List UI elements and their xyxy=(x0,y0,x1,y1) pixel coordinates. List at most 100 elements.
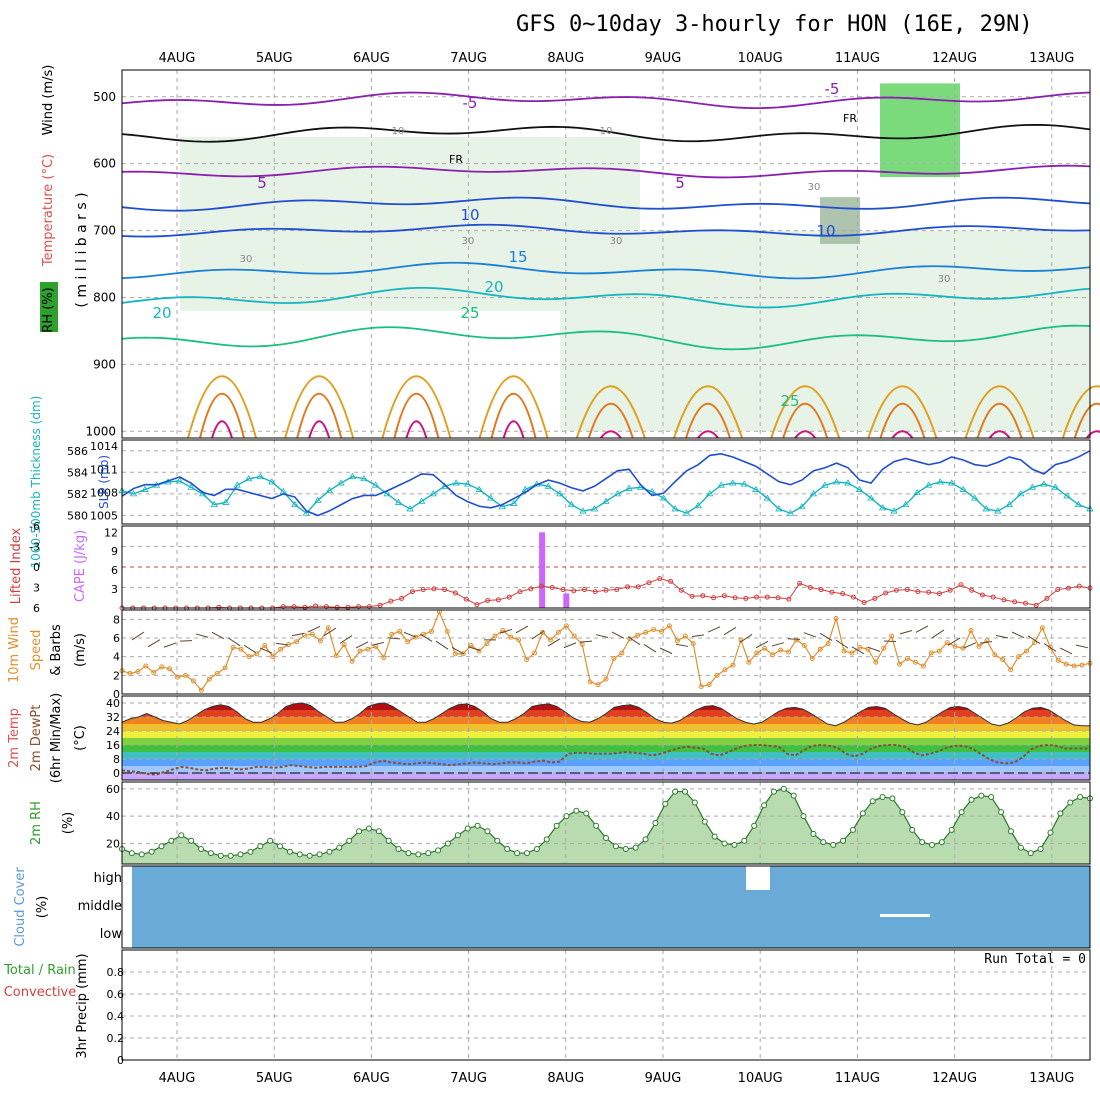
wind-barb xyxy=(275,642,289,646)
lifted-index-point xyxy=(625,584,631,590)
warm-contour xyxy=(296,392,343,439)
thickness-point xyxy=(256,472,264,480)
wind-speed-point xyxy=(1063,661,1069,667)
temperature-contour xyxy=(121,324,1091,351)
warm-contour xyxy=(879,403,926,439)
x-label-top: 12AUG xyxy=(932,51,977,66)
thickness-point xyxy=(498,502,506,510)
thickness-point xyxy=(429,490,437,497)
rh-point xyxy=(514,850,521,857)
rh-point xyxy=(711,833,718,840)
lifted-index-point xyxy=(764,594,770,600)
temperature-band xyxy=(122,731,1090,738)
lifted-index-point xyxy=(302,604,308,610)
warm-contour xyxy=(1085,430,1100,439)
rh-point xyxy=(701,818,708,825)
wind-speed-point xyxy=(770,652,776,658)
lifted-index-point xyxy=(1055,587,1061,593)
wind-barb xyxy=(707,626,721,633)
y-axis-label-thickness: 1000-500mb Thickness (dm) xyxy=(29,396,43,569)
y-tick-label-left: 3 xyxy=(33,582,40,595)
wind-speed-point xyxy=(413,634,419,640)
y-tick-label-right: 9 xyxy=(111,545,118,558)
temperature-label: 25 xyxy=(460,304,479,322)
lifted-index-point xyxy=(538,583,544,589)
wind-speed-point xyxy=(976,643,982,649)
y-tick-label: 0 xyxy=(113,688,120,701)
temperature-contour xyxy=(121,223,1091,238)
lifted-index-point xyxy=(517,589,523,595)
rh-point xyxy=(780,785,787,792)
warm-contour xyxy=(211,420,233,439)
thickness-point xyxy=(994,507,1002,514)
rh-point xyxy=(583,810,590,817)
thickness-point xyxy=(464,480,472,487)
wind-speed-point xyxy=(135,669,141,675)
wind-speed-point xyxy=(540,629,546,635)
thickness-point xyxy=(706,490,714,497)
wind-speed-point xyxy=(143,663,149,669)
wind-speed-point xyxy=(809,656,815,662)
wind-speed-point xyxy=(865,646,871,652)
temperature-label: 5 xyxy=(675,174,685,192)
wind-speed-point xyxy=(897,661,903,667)
run-total-label: Run Total = 0 xyxy=(984,952,1086,967)
wind-barb xyxy=(627,636,641,646)
rh-point xyxy=(830,841,837,848)
y-axis-unit: (%) xyxy=(61,812,76,835)
lifted-index-point xyxy=(431,586,437,592)
y-tick-label: 0.8 xyxy=(107,966,125,979)
thickness-point xyxy=(648,487,656,495)
wind-speed-point xyxy=(357,648,363,654)
wind-speed-point xyxy=(1071,663,1077,669)
x-label-top: 4AUG xyxy=(159,51,196,66)
wind-barb xyxy=(435,640,449,650)
wind-speed-point xyxy=(476,648,482,654)
wind-speed-point xyxy=(920,663,926,669)
rh-point xyxy=(909,826,916,833)
temperature-contour xyxy=(121,164,1091,179)
rh-point xyxy=(958,809,965,816)
rh-point xyxy=(948,826,955,833)
wind-speed-point xyxy=(690,641,696,647)
y-tick-label: 500 xyxy=(93,90,116,104)
rh-point xyxy=(820,839,827,846)
rh-point xyxy=(237,851,244,858)
panel-border xyxy=(121,949,1091,1061)
thickness-point xyxy=(1063,492,1071,499)
temperature-label: 15 xyxy=(508,248,527,266)
thickness-point xyxy=(348,472,357,480)
y-tick-label: 0 xyxy=(113,767,120,780)
y-tick-label: 24 xyxy=(106,725,120,738)
wind-barb xyxy=(755,640,769,649)
rh-point xyxy=(474,822,481,829)
x-label-bottom: 12AUG xyxy=(932,1071,977,1086)
wind-barb xyxy=(979,641,993,644)
wind-speed-point xyxy=(254,651,260,657)
wind-speed-point xyxy=(611,656,617,662)
lifted-index-point xyxy=(915,589,921,595)
lifted-index-point xyxy=(399,595,405,601)
thickness-point xyxy=(452,479,460,486)
lifted-index-point xyxy=(861,600,867,606)
thickness-point xyxy=(337,479,345,486)
rh-point xyxy=(928,841,935,848)
panel-border xyxy=(121,781,1091,865)
thickness-point xyxy=(510,499,518,506)
y-axis-label-wind10m: 10m Wind xyxy=(7,617,22,683)
rh-legend-swatch xyxy=(40,282,58,332)
lifted-index-point xyxy=(474,602,480,608)
wind-speed-point xyxy=(651,627,657,633)
lifted-index-point xyxy=(291,604,297,610)
wind-speed-point xyxy=(659,628,665,634)
thickness-point xyxy=(129,490,138,497)
y-tick-label: 6 xyxy=(113,632,120,645)
y-tick-label-right: 3 xyxy=(111,583,118,596)
wind-speed-point xyxy=(1000,656,1006,662)
wind-speed-point xyxy=(571,633,577,639)
rh-point xyxy=(158,843,165,850)
wind-speed-point xyxy=(1024,648,1030,654)
warm-contour xyxy=(673,385,743,439)
